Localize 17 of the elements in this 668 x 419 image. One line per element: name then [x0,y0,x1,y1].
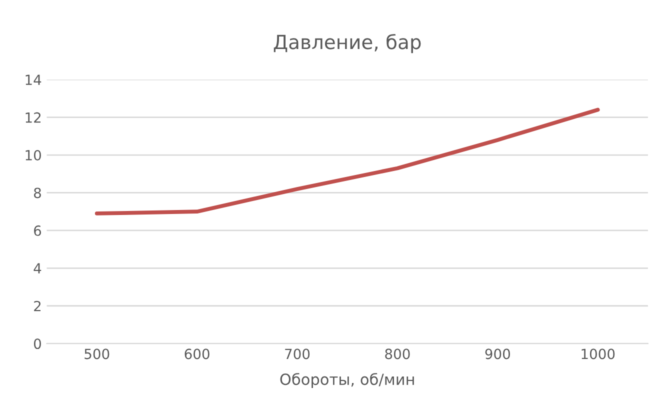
y-tick-label: 2 [34,300,41,312]
y-tick-label: 0 [34,338,41,350]
y-tick-label: 8 [34,188,41,198]
x-axis-title: Обороты, об/мин [280,372,414,388]
y-tick-label: 10 [26,150,41,161]
y-tick-label: 4 [34,263,42,274]
x-tick-label: 700 [285,348,310,360]
y-tick-label: 14 [26,74,42,85]
chart-title: Давление, бар [274,34,421,54]
x-tick-label: 600 [184,348,210,360]
line-series [94,108,600,216]
y-tick-label: 6 [34,225,42,236]
x-tick-label: 800 [385,348,410,360]
x-tick-label: 1000 [582,348,615,360]
x-tick-label: 900 [485,348,510,360]
y-tick-label: 12 [26,112,41,123]
x-tick-label: 500 [84,348,110,360]
